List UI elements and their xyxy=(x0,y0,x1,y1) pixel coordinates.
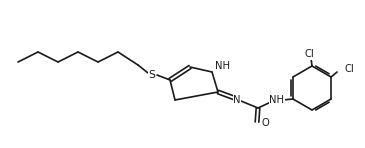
Text: NH: NH xyxy=(215,61,230,71)
Text: Cl: Cl xyxy=(344,64,354,74)
Text: NH: NH xyxy=(269,95,284,105)
Text: Cl: Cl xyxy=(304,49,314,59)
Text: N: N xyxy=(233,95,241,105)
Text: O: O xyxy=(262,118,270,128)
Text: S: S xyxy=(149,70,155,80)
